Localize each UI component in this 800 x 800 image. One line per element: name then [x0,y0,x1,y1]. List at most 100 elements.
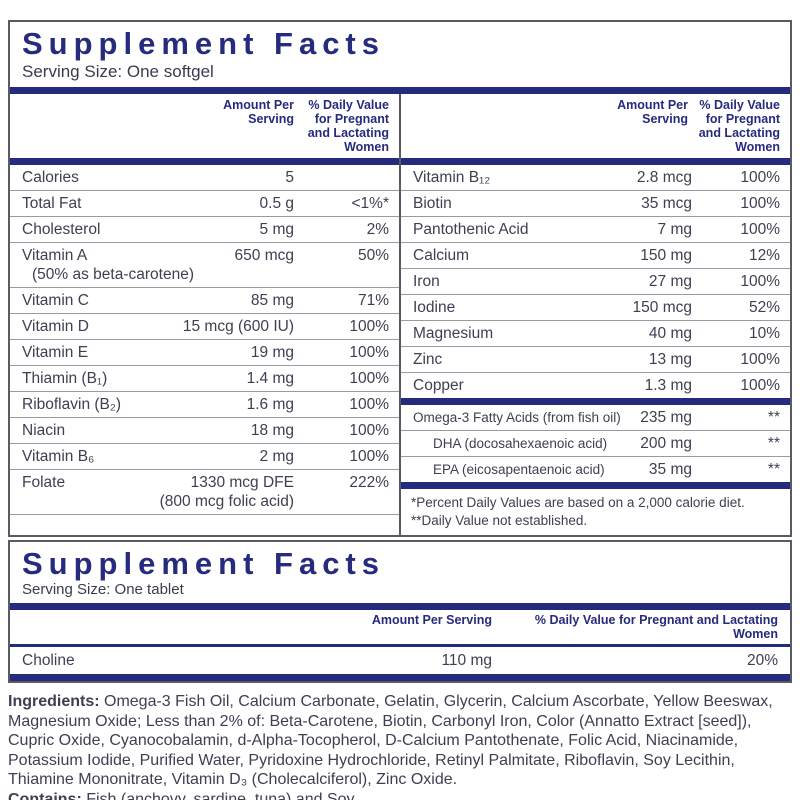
amount-value: 2 mg [259,448,294,465]
contains-statement: Contains: Fish (anchovy, sardine, tuna) … [8,790,792,800]
nutrient-name: Vitamin D [22,318,89,335]
daily-value: 2% [366,221,389,238]
panel2-serving-size: Serving Size: One tablet [22,581,184,598]
daily-value-header: % Daily Value for Pregnant and Lactating… [534,613,778,641]
nutrient-name: Folate [22,474,66,491]
nutrient-name: Cholesterol [22,221,101,238]
ingredients-label: Ingredients: [8,693,100,710]
table-row: Copper 1.3 mg 100% [401,373,790,398]
daily-value: 100% [349,422,389,439]
table-row: Magnesium 40 mg 10% [401,321,790,347]
nutrient-note: (50% as beta-carotene) [32,266,194,283]
nutrient-name: Zinc [413,351,443,368]
daily-value: 100% [740,221,780,238]
table-row: Vitamin A (50% as beta-carotene) 650 mcg 50… [10,243,399,288]
table-row: Cholesterol 5 mg 2% [10,217,399,243]
ingredients-text: Omega-3 Fish Oil, Calcium Carbonate, Gel… [8,693,773,788]
amount-value: 200 mg [640,435,692,452]
amount-value: 0.5 g [259,195,294,212]
column-header-left: Amount Per Serving % Daily Value for Pre… [10,94,399,158]
daily-value: 100% [349,370,389,387]
table-row: Calcium 150 mg 12% [401,243,790,269]
panel1-title: Supplement Facts [22,26,385,61]
daily-value: 100% [349,396,389,413]
footnote-daily-values: *Percent Daily Values are based on a 2,0… [411,495,745,510]
nutrient-name: Total Fat [22,195,82,212]
amount-value: 15 mcg (600 IU) [182,318,294,335]
amount-value: 5 mg [259,221,294,238]
table-row: Riboflavin (B₂) 1.6 mg 100% [10,392,399,418]
amount-per-serving-header: Amount Per Serving [617,98,688,126]
table-row: Choline 110 mg 20% [10,647,790,674]
facts-columns: Amount Per Serving % Daily Value for Pre… [10,94,790,535]
amount-value: 5 [285,169,294,186]
table-row: Biotin 35 mcg 100% [401,191,790,217]
amount-value: 7 mg [657,221,692,238]
nutrient-rows-right: Vitamin B₁₂ 2.8 mcg 100% Biotin 35 mcg 100% Pa… [401,165,790,398]
amount-value: 19 mg [250,344,294,361]
omega3-rows: Omega-3 Fatty Acids (from fish oil) 235 m… [401,405,790,482]
amount-value: 150 mcg [632,299,692,316]
facts-column-left: Amount Per Serving % Daily Value for Pre… [10,94,399,535]
daily-value: 100% [349,318,389,335]
nutrient-name: Magnesium [413,325,494,342]
thick-divider [10,603,790,610]
nutrient-name: Riboflavin (B₂) [22,396,122,413]
table-row: EPA (eicosapentaenoic acid) 35 mg ** [401,457,790,482]
table-row: Omega-3 Fatty Acids (from fish oil) 235 m… [401,405,790,431]
amount-value: 40 mg [648,325,692,342]
nutrient-name: Omega-3 Fatty Acids (from fish oil) [413,410,621,425]
footnote-not-established: **Daily Value not established. [411,512,588,528]
amount-value: 110 mg [441,652,492,669]
table-row: DHA (docosahexaenoic acid) 200 mg ** [401,431,790,457]
daily-value: 100% [740,169,780,186]
table-row: Vitamin D 15 mcg (600 IU) 100% [10,314,399,340]
daily-value: 71% [357,292,389,309]
daily-value: 12% [748,247,780,264]
table-row: Vitamin B₁₂ 2.8 mcg 100% [401,165,790,191]
nutrient-name: EPA (eicosapentaenoic acid) [433,462,605,477]
nutrient-name: Vitamin E [22,344,89,361]
footnotes: *Percent Daily Values are based on a 2,0… [401,489,790,531]
amount-value: 13 mg [648,351,692,368]
thick-divider [401,158,790,165]
nutrient-name: Vitamin A (50% as beta-carotene) [22,247,194,283]
contains-label: Contains: [8,790,82,800]
nutrient-name: Calcium [413,247,469,264]
daily-value: 222% [349,474,389,491]
nutrient-name: Thiamin (B₁) [22,370,108,387]
daily-value: 52% [748,299,780,316]
facts-column-right: Amount Per Serving % Daily Value for Pre… [399,94,790,535]
daily-value: 100% [349,448,389,465]
amount-value: 235 mg [640,409,692,426]
daily-value: ** [767,409,780,426]
table-row: Vitamin B₆ 2 mg 100% [10,444,399,470]
table-row: Pantothenic Acid 7 mg 100% [401,217,790,243]
table-row: Total Fat 0.5 g <1%* [10,191,399,217]
table-row: Vitamin C 85 mg 71% [10,288,399,314]
panel2-column-header: Amount Per Serving % Daily Value for Pre… [10,610,790,644]
thick-divider [401,482,790,489]
nutrient-name: Vitamin B₁₂ [413,169,491,186]
supplement-facts-panel-softgel: Supplement Facts Serving Size: One softg… [8,20,792,537]
nutrient-name: Niacin [22,422,66,439]
daily-value: ** [767,435,780,452]
amount-value: 85 mg [250,292,294,309]
daily-value: ** [767,461,780,478]
amount-value: 18 mg [250,422,294,439]
nutrient-name: Iron [413,273,440,290]
amount-per-serving-header: Amount Per Serving [371,613,492,627]
daily-value-header: % Daily Value for Pregnant and Lactating… [698,98,780,154]
amount-per-serving-header: Amount Per Serving [223,98,294,126]
nutrient-name: Vitamin C [22,292,89,309]
ingredients-softgel: Ingredients: Omega-3 Fish Oil, Calcium C… [8,692,792,790]
nutrient-name: Calories [22,169,79,186]
daily-value: 10% [748,325,780,342]
column-header-right: Amount Per Serving % Daily Value for Pre… [401,94,790,158]
amount-value: 1330 mcg DFE (800 mcg folic acid) [159,474,294,510]
table-row: Zinc 13 mg 100% [401,347,790,373]
amount-value: 2.8 mcg [636,169,692,186]
amount-value: 1.4 mg [246,370,294,387]
contains-text: Fish (anchovy, sardine, tuna) and Soy. [81,790,358,800]
